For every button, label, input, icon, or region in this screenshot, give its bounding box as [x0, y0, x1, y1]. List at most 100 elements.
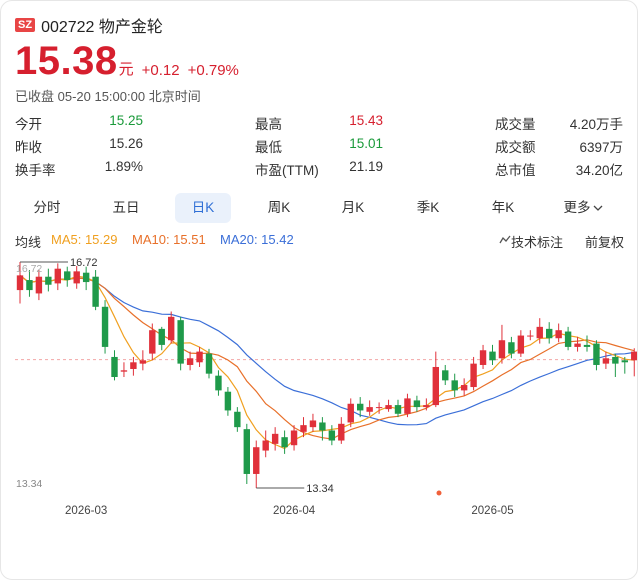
- ma20-value: MA20: 15.42: [220, 232, 294, 247]
- candle-body: [54, 268, 61, 284]
- candle-body: [413, 400, 421, 408]
- tab-5[interactable]: 季K: [400, 193, 456, 223]
- exchange-badge: SZ: [15, 18, 36, 32]
- adjust-button[interactable]: 前复权: [585, 235, 625, 250]
- price-change: +0.12: [141, 62, 180, 79]
- candle-body: [271, 433, 279, 444]
- tab-label: 日K: [191, 200, 215, 215]
- candle-body: [186, 358, 194, 365]
- stat-value: 15.01: [349, 136, 383, 151]
- candle-body: [527, 335, 534, 337]
- candle-body: [281, 437, 288, 448]
- tech-label-button[interactable]: 技术标注: [499, 232, 563, 250]
- candle-body: [149, 330, 156, 354]
- tab-label: 周K: [267, 200, 291, 215]
- stock-header: SZ 002722 物产金轮: [15, 13, 163, 37]
- candle-body: [404, 398, 411, 414]
- tab-0[interactable]: 分时: [19, 193, 75, 223]
- ma10-line: [19, 274, 635, 440]
- stat-value: 21.19: [349, 159, 383, 174]
- stat-label: 成交额: [495, 140, 536, 155]
- stat-value: 6397万: [579, 140, 623, 155]
- candle-body: [290, 430, 298, 446]
- stock-code-name: 002722 物产金轮: [41, 19, 163, 36]
- candle-body: [139, 360, 147, 364]
- candle-body: [347, 403, 354, 423]
- candle-body: [82, 272, 90, 283]
- market-status: 已收盘 05-20 15:00:00 北京时间: [15, 89, 201, 104]
- tab-1[interactable]: 五日: [98, 193, 154, 223]
- candle-body: [442, 370, 449, 381]
- stat-value: 4.20万手: [569, 117, 623, 132]
- candle-body: [583, 344, 591, 347]
- price-row: 15.38 元 +0.12 +0.79%: [15, 41, 239, 81]
- stat-value: 15.25: [109, 113, 143, 128]
- candle-body: [555, 330, 562, 339]
- candle-body: [168, 316, 175, 341]
- candle-body: [432, 366, 439, 406]
- chevron-down-icon: [593, 205, 602, 211]
- stat-value: 1.89%: [104, 159, 143, 174]
- stat-value: 15.43: [349, 113, 383, 128]
- ma5-line: [19, 274, 635, 450]
- candle-body: [64, 271, 71, 281]
- event-marker-dot: [436, 490, 442, 496]
- candle-body: [385, 405, 392, 410]
- candle-body: [243, 429, 250, 474]
- stats-row: 换手率 1.89% 市盈(TTM) 21.19 总市值 34.20亿: [15, 159, 625, 182]
- stat-label: 换手率: [15, 163, 56, 178]
- stat-label: 昨收: [15, 140, 42, 155]
- candle-body: [45, 276, 52, 285]
- candle-body: [26, 280, 33, 291]
- stat-label: 最低: [255, 140, 282, 155]
- ma10-value: MA10: 15.51: [132, 232, 206, 247]
- tab-2[interactable]: 日K: [175, 193, 231, 223]
- candle-body: [612, 356, 619, 364]
- candle-body: [319, 422, 326, 431]
- candle-body: [92, 276, 99, 307]
- tab-7[interactable]: 更多: [555, 193, 611, 223]
- y-axis-label-bottom: 13.34: [16, 478, 42, 490]
- candle-body: [508, 342, 515, 354]
- price-change-percent: +0.79%: [187, 62, 239, 79]
- candle-body: [394, 405, 402, 414]
- tab-label: 季K: [416, 200, 440, 215]
- candle-body: [470, 363, 477, 388]
- candle-body: [546, 328, 553, 339]
- tab-6[interactable]: 年K: [475, 193, 531, 223]
- x-axis-label: 2026-05: [471, 505, 513, 517]
- stat-value: 15.26: [109, 136, 143, 151]
- kline-chart[interactable]: 16.72 13.34 16.72 13.34 2026-03 2026-04 2026-0…: [1, 251, 637, 521]
- candle-body: [177, 320, 184, 364]
- tab-4[interactable]: 月K: [325, 193, 381, 223]
- candle-body: [536, 326, 543, 339]
- candle-body: [300, 425, 307, 432]
- candle-body: [631, 351, 637, 361]
- stats-row: 昨收 15.26 最低 15.01 成交额 6397万: [15, 136, 625, 159]
- candle-body: [16, 275, 24, 291]
- candle-body: [73, 271, 80, 284]
- candle-body: [357, 403, 364, 411]
- price-unit: 元: [118, 61, 134, 78]
- candle-body: [35, 276, 43, 294]
- stat-label: 成交量: [495, 117, 536, 132]
- x-axis-label: 2026-03: [65, 505, 107, 517]
- candle-body: [517, 335, 525, 354]
- candle-body: [489, 351, 496, 361]
- candle-body: [253, 447, 260, 474]
- stat-label: 总市值: [495, 163, 536, 178]
- stat-value: 34.20亿: [575, 163, 623, 178]
- tab-label: 年K: [491, 200, 515, 215]
- stat-label: 最高: [255, 117, 282, 132]
- candle-body: [111, 356, 118, 378]
- candle-body: [262, 440, 269, 451]
- ma-legend-title[interactable]: 均线: [15, 235, 42, 250]
- low-marker-label: 13.34: [306, 483, 334, 495]
- candle-body: [130, 362, 137, 369]
- tab-label: 分时: [33, 200, 61, 215]
- tab-3[interactable]: 周K: [251, 193, 307, 223]
- ma-legend: 均线 MA5: 15.29 MA10: 15.51 MA20: 15.42 技术…: [15, 232, 627, 250]
- tech-label-icon: [499, 235, 511, 244]
- candle-body: [205, 353, 213, 374]
- stats-grid: 今开 15.25 最高 15.43 成交量 4.20万手 昨收 15.26 最低 15.01 成交额…: [15, 113, 625, 182]
